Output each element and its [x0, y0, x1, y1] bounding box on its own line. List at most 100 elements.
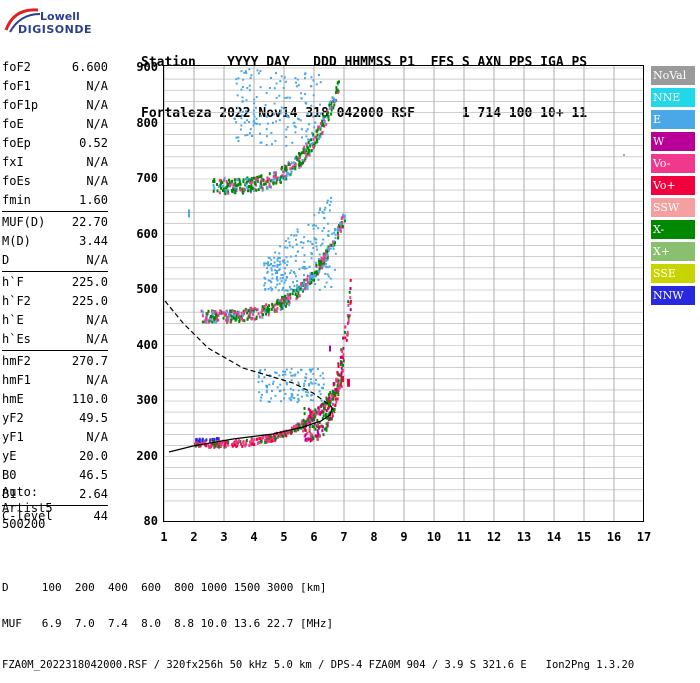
echo-mark — [330, 105, 333, 109]
echo-mark — [284, 107, 287, 110]
echo-mark — [227, 443, 229, 447]
echo-mark — [247, 189, 249, 193]
echo-mark — [278, 374, 281, 377]
echo-mark — [244, 70, 247, 73]
echo-mark — [331, 394, 334, 398]
echo-mark — [246, 87, 249, 89]
echo-mark — [305, 154, 308, 158]
echo-mark — [246, 178, 248, 182]
echo-mark — [347, 300, 350, 304]
echo-mark — [305, 130, 308, 133]
echo-mark — [293, 272, 296, 275]
echo-mark — [216, 445, 219, 449]
echo-mark — [252, 120, 255, 123]
echo-mark — [321, 119, 324, 123]
echo-mark — [270, 77, 272, 79]
echo-mark — [251, 311, 254, 315]
echo-mark — [262, 313, 265, 317]
echo-mark — [321, 242, 324, 245]
echo-mark — [305, 278, 308, 282]
echo-mark — [211, 312, 214, 316]
echo-mark — [315, 129, 318, 133]
echo-mark — [282, 170, 285, 174]
echo-mark — [341, 216, 344, 219]
echo-mark — [285, 304, 287, 308]
echo-mark — [248, 89, 251, 92]
echo-mark — [289, 387, 292, 390]
echo-mark — [253, 121, 256, 124]
echo-mark — [340, 361, 343, 365]
echo-mark — [296, 78, 299, 81]
echo-mark — [289, 244, 291, 247]
echo-mark — [243, 187, 245, 191]
echo-mark — [229, 309, 232, 313]
echo-mark — [340, 385, 343, 389]
ionogram-plot[interactable] — [163, 65, 644, 522]
param-value: N/A — [86, 430, 108, 444]
echo-mark — [300, 422, 303, 426]
echo-mark — [283, 281, 286, 284]
echo-mark — [316, 114, 319, 117]
echo-mark — [226, 181, 229, 185]
echo-mark — [313, 278, 316, 282]
echo-mark — [253, 188, 255, 192]
echo-mark — [275, 181, 278, 185]
echo-mark — [285, 168, 288, 172]
echo-mark — [278, 301, 281, 305]
param-row: yE 20.0 — [2, 447, 108, 466]
echo-mark — [198, 439, 201, 443]
echo-mark — [284, 289, 287, 292]
echo-mark — [318, 259, 320, 263]
echo-mark — [318, 288, 321, 291]
echo-mark — [283, 176, 286, 180]
echo-mark — [343, 330, 346, 334]
echo-mark — [321, 429, 324, 433]
echo-mark — [327, 246, 330, 250]
echo-mark — [259, 185, 262, 189]
echo-mark — [336, 390, 339, 394]
echo-mark — [317, 278, 320, 281]
echo-mark — [261, 315, 264, 319]
echo-mark — [234, 188, 237, 192]
frequency-tick-label: 1 — [160, 530, 168, 544]
echo-mark — [342, 359, 345, 363]
echo-mark — [312, 373, 315, 375]
echo-mark — [237, 140, 240, 142]
echo-mark — [278, 119, 281, 122]
param-value: N/A — [86, 117, 108, 131]
param-label: h`F2 — [2, 294, 31, 308]
param-row: yF1 N/A — [2, 428, 108, 447]
echo-mark — [274, 269, 277, 272]
echo-mark — [297, 389, 300, 392]
echo-mark — [277, 434, 280, 438]
param-value: 1.60 — [79, 193, 108, 207]
frequency-tick-label: 12 — [486, 530, 502, 544]
echo-mark — [349, 301, 352, 305]
param-label: MUF(D) — [2, 215, 46, 229]
echo-mark — [255, 106, 257, 109]
echo-mark — [304, 429, 307, 432]
echo-mark — [293, 165, 296, 169]
echo-mark — [259, 399, 262, 402]
echo-mark — [231, 309, 234, 313]
echo-mark — [322, 404, 325, 408]
echo-mark — [276, 301, 278, 305]
echo-mark — [349, 287, 352, 290]
legend-item: NNE — [651, 88, 695, 107]
echo-mark — [306, 431, 309, 435]
echo-mark — [257, 188, 260, 192]
echo-mark — [328, 403, 331, 407]
echo-mark — [290, 374, 293, 377]
echo-mark — [308, 153, 311, 157]
echo-mark — [251, 316, 254, 320]
echo-mark — [265, 180, 268, 184]
echo-mark — [272, 121, 274, 124]
echo-mark — [309, 432, 312, 436]
echo-mark — [264, 310, 267, 313]
echo-mark — [300, 369, 303, 371]
echo-mark — [249, 306, 252, 310]
echo-mark — [285, 289, 288, 292]
scaled-parameters-panel: foF2 6.600 foF1 N/A foF1p N/A foE N/A foEp 0.52 fx… — [2, 58, 108, 526]
echo-mark — [311, 382, 314, 385]
echo-mark — [220, 186, 223, 190]
